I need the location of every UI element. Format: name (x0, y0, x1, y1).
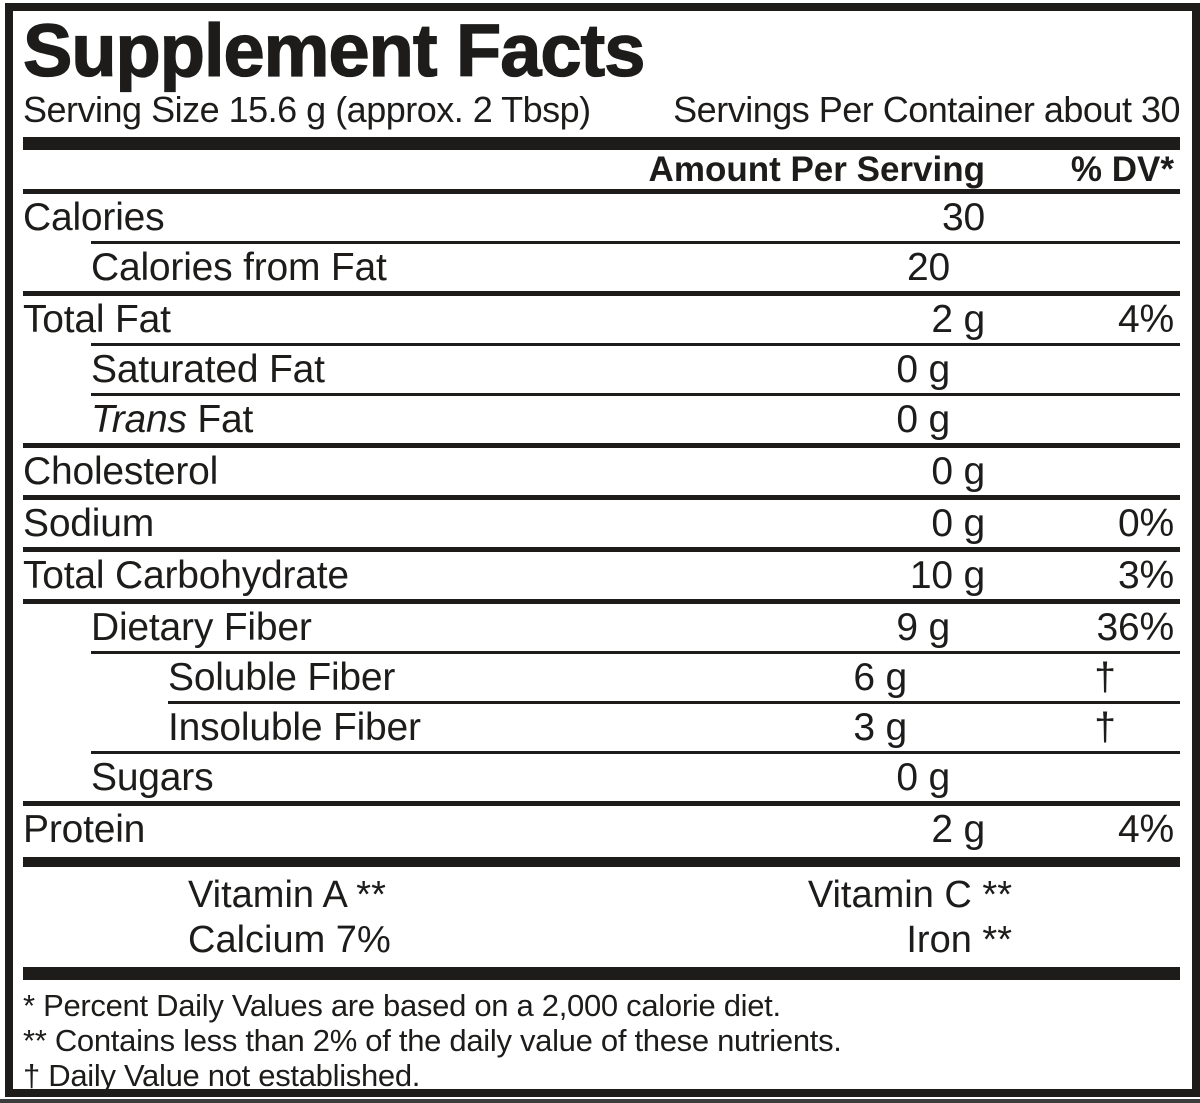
divider-thick-top (23, 137, 1180, 150)
row-separator (91, 241, 1180, 244)
row-separator (91, 751, 1180, 754)
row-separator (91, 343, 1180, 346)
serving-info: Serving Size 15.6 g (approx. 2 Tbsp) Ser… (23, 90, 1180, 130)
amount-value: 10 g (909, 553, 985, 597)
dv-value: 4% (1118, 297, 1174, 341)
amount-per-serving-header: Amount Per Serving (648, 149, 985, 189)
micronutrient-cell-iron: Iron ** (906, 919, 1012, 961)
amount-value: 0 g (931, 501, 985, 545)
row-separator (168, 701, 1180, 704)
row-separator (23, 547, 1180, 552)
micronutrient-cell-calcium: Calcium 7% (188, 919, 391, 961)
nutrient-row-sugars: Sugars 0 g (23, 754, 1180, 801)
micronutrient-cell-vitamin-c: Vitamin C ** (807, 874, 1012, 916)
nutrient-label: Sugars (91, 755, 214, 799)
nutrient-row-saturated-fat: Saturated Fat 0 g (23, 346, 1180, 393)
nutrient-row-trans-fat: Trans Fat 0 g (23, 396, 1180, 443)
micronutrient-cell-vitamin-a: Vitamin A ** (188, 874, 386, 916)
nutrient-label: Saturated Fat (91, 347, 325, 391)
amount-value: 3 g (853, 705, 907, 749)
nutrient-label: Total Carbohydrate (23, 553, 349, 597)
row-separator (23, 801, 1180, 806)
nutrient-label: Cholesterol (23, 449, 219, 493)
row-separator (23, 291, 1180, 296)
amount-value: 20 (907, 245, 950, 289)
amount-value: 2 g (931, 807, 985, 851)
micronutrients-section: Vitamin A ** Vitamin C ** Calcium 7% Iro… (23, 867, 1180, 967)
nutrient-label: Total Fat (23, 297, 171, 341)
nutrient-row-calories-from-fat: Calories from Fat 20 (23, 244, 1180, 291)
nutrient-row-total-fat: Total Fat 2 g 4% (23, 296, 1180, 343)
panel-title: Supplement Facts (22, 9, 646, 92)
micronutrient-row: Vitamin A ** Vitamin C ** (23, 873, 1180, 918)
nutrient-row-calories: Calories 30 (23, 194, 1180, 241)
row-separator (91, 393, 1180, 396)
percent-dv-header: % DV* (1070, 149, 1174, 189)
footnote-daily-values: * Percent Daily Values are based on a 2,… (23, 988, 781, 1023)
amount-value: 0 g (896, 755, 950, 799)
nutrient-row-total-carbohydrate: Total Carbohydrate 10 g 3% (23, 552, 1180, 599)
dv-value: 4% (1118, 807, 1174, 851)
nutrient-row-cholesterol: Cholesterol 0 g (23, 448, 1180, 495)
column-header-row: Amount Per Serving % DV* (23, 150, 1180, 194)
nutrient-row-sodium: Sodium 0 g 0% (23, 500, 1180, 547)
amount-value: 30 (942, 195, 985, 239)
footnote-dv-not-established: † Daily Value not established. (23, 1058, 421, 1093)
amount-value: 0 g (896, 397, 950, 441)
nutrient-label: Dietary Fiber (91, 605, 312, 649)
dv-value: † (1094, 705, 1116, 749)
nutrient-label: Protein (23, 807, 146, 851)
amount-value: 0 g (896, 347, 950, 391)
amount-value: 6 g (853, 655, 907, 699)
divider-thick-mid (23, 857, 1180, 867)
dv-value: † (1094, 655, 1116, 699)
nutrient-label: Insoluble Fiber (168, 705, 421, 749)
row-separator (91, 651, 1180, 654)
row-separator (23, 495, 1180, 500)
nutrient-label: Calories from Fat (91, 245, 387, 289)
nutrient-label: Sodium (23, 501, 155, 545)
amount-value: 9 g (896, 605, 950, 649)
nutrient-row-dietary-fiber: Dietary Fiber 9 g 36% (23, 604, 1180, 651)
dv-value: 0% (1118, 501, 1174, 545)
dv-value: 36% (1096, 605, 1175, 649)
row-separator (23, 599, 1180, 604)
serving-size: Serving Size 15.6 g (approx. 2 Tbsp) (23, 89, 591, 130)
nutrient-row-soluble-fiber: Soluble Fiber 6 g † (23, 654, 1180, 701)
micronutrient-row: Calcium 7% Iron ** (23, 918, 1180, 963)
footnotes-section: * Percent Daily Values are based on a 2,… (23, 980, 1180, 1093)
nutrient-row-insoluble-fiber: Insoluble Fiber 3 g † (23, 704, 1180, 751)
dv-value: 3% (1118, 553, 1174, 597)
footnote-contains-less: ** Contains less than 2% of the daily va… (23, 1023, 842, 1058)
nutrient-row-protein: Protein 2 g 4% (23, 806, 1180, 853)
nutrient-label: Trans Fat (91, 397, 254, 441)
supplement-facts-panel: Supplement Facts Serving Size 15.6 g (ap… (5, 3, 1200, 1097)
servings-per-container: Servings Per Container about 30 (673, 89, 1180, 130)
row-separator (23, 443, 1180, 448)
amount-value: 0 g (931, 449, 985, 493)
divider-thick-bottom (23, 967, 1180, 980)
nutrient-label: Calories (23, 195, 165, 239)
nutrient-label: Soluble Fiber (168, 655, 396, 699)
amount-value: 2 g (931, 297, 985, 341)
nutrient-table: Calories 30 Calories from Fat 20 Total F… (23, 194, 1180, 853)
bottom-edge-artifact (0, 1099, 1200, 1103)
trans-italic: Trans (91, 397, 187, 441)
